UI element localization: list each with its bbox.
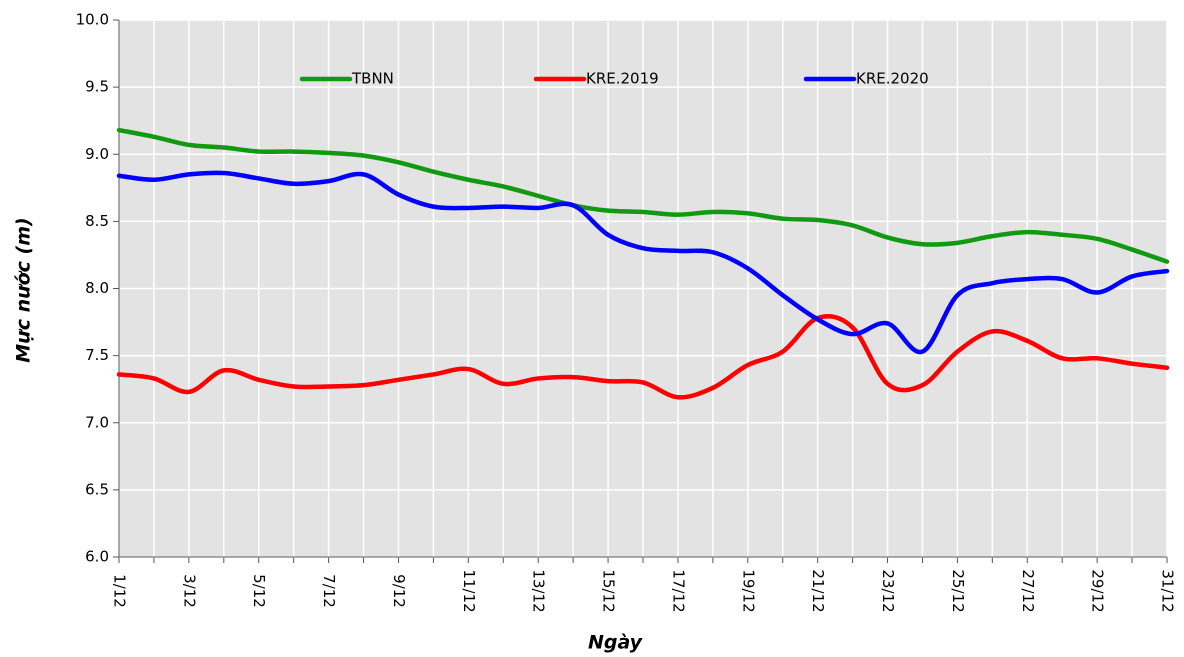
- x-tick-label: 31/12: [1159, 569, 1177, 612]
- x-tick-label: 29/12: [1089, 569, 1107, 612]
- x-tick-label: 7/12: [320, 574, 338, 608]
- y-tick-label: 7.0: [85, 413, 109, 431]
- legend-label: KRE.2020: [856, 70, 929, 88]
- x-tick-label: 11/12: [460, 569, 478, 612]
- y-tick-label: 6.0: [85, 548, 109, 566]
- legend-label: TBNN: [351, 70, 394, 88]
- data-line: [116, 127, 1170, 264]
- y-tick-label: 10.0: [76, 11, 109, 29]
- y-tick-label: 7.5: [85, 346, 109, 364]
- x-tick-label: 25/12: [949, 569, 967, 612]
- x-tick-label: 1/12: [111, 574, 129, 608]
- x-tick-label: 23/12: [879, 569, 897, 612]
- x-tick-label: 9/12: [390, 574, 408, 608]
- y-tick-label: 8.0: [85, 279, 109, 297]
- y-tick-label: 9.0: [85, 145, 109, 163]
- y-tick-label: 9.5: [85, 78, 109, 96]
- x-tick-label: 27/12: [1019, 569, 1037, 612]
- x-tick-label: 5/12: [250, 574, 268, 608]
- x-tick-label: 3/12: [180, 574, 198, 608]
- data-line: [116, 170, 1170, 355]
- y-axis-title: Mực nước (m): [13, 217, 35, 362]
- data-line: [116, 314, 1170, 400]
- x-tick-label: 17/12: [669, 569, 687, 612]
- x-tick-label: 13/12: [530, 569, 548, 612]
- x-tick-label: 19/12: [739, 569, 757, 612]
- x-tick-label: 21/12: [809, 569, 827, 612]
- x-axis-title: Ngày: [588, 632, 644, 654]
- y-tick-label: 6.5: [85, 480, 109, 498]
- y-tick-label: 8.5: [85, 212, 109, 230]
- x-tick-label: 15/12: [600, 569, 618, 612]
- legend-label: KRE.2019: [586, 70, 659, 88]
